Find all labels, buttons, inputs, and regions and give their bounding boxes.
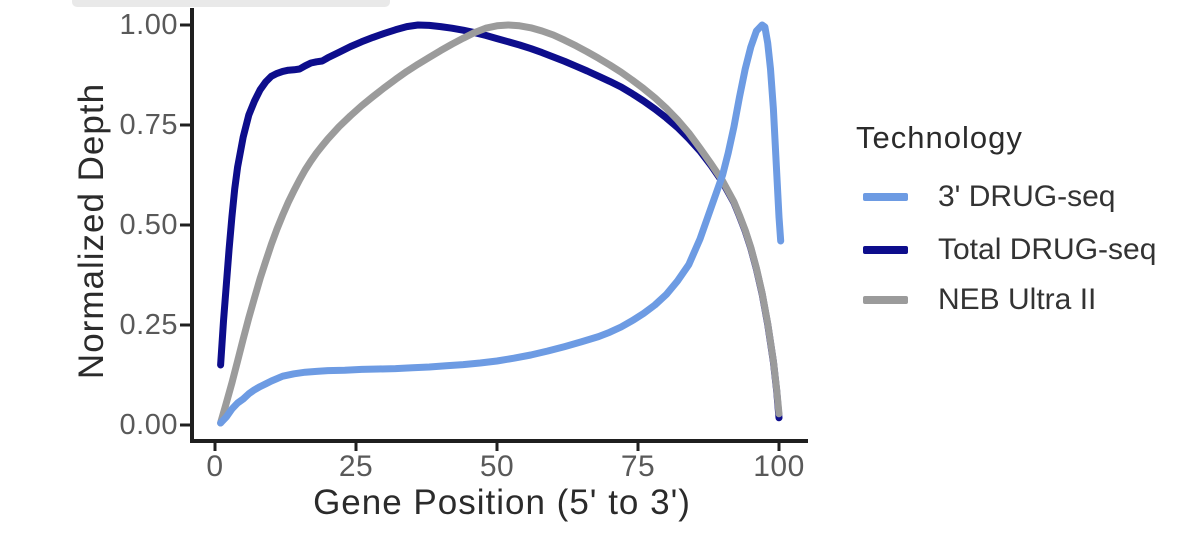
- y-tick-label: 1.00: [119, 9, 178, 41]
- legend-title: Technology: [856, 120, 1023, 155]
- legend-swatch-neb-ultra-ii: [863, 296, 908, 304]
- y-tick-label: 0.25: [119, 309, 178, 341]
- series-line-3-drug-seq: [217, 21, 785, 427]
- x-tick-label: 0: [206, 450, 224, 483]
- legend-item: 3' DRUG-seq: [863, 177, 1115, 217]
- x-tick-label: 100: [753, 450, 805, 483]
- x-tick-label: 75: [620, 450, 656, 483]
- series-line-neb-ultra-ii: [217, 21, 783, 427]
- x-tick-label: 25: [338, 450, 374, 483]
- legend-item-label: NEB Ultra II: [938, 283, 1097, 316]
- legend-item-label: Total DRUG-seq: [938, 233, 1157, 266]
- series-lines: [217, 21, 785, 427]
- x-axis-title: Gene Position (5' to 3'): [313, 483, 691, 522]
- legend-swatch-total-drug-seq: [863, 246, 908, 254]
- legend-item: NEB Ultra II: [863, 280, 1096, 320]
- y-tick-label: 0.75: [119, 109, 178, 141]
- x-tick-label: 50: [479, 450, 515, 483]
- y-tick-label: 0.00: [119, 409, 178, 441]
- legend-item: Total DRUG-seq: [863, 230, 1156, 270]
- legend-item-label: 3' DRUG-seq: [938, 180, 1116, 213]
- y-tick-label: 0.50: [119, 209, 178, 241]
- legend-swatch-3prime-drug-seq: [863, 193, 908, 201]
- tick-marks: [180, 23, 781, 451]
- screenshot-artifact-bar: [72, 0, 390, 7]
